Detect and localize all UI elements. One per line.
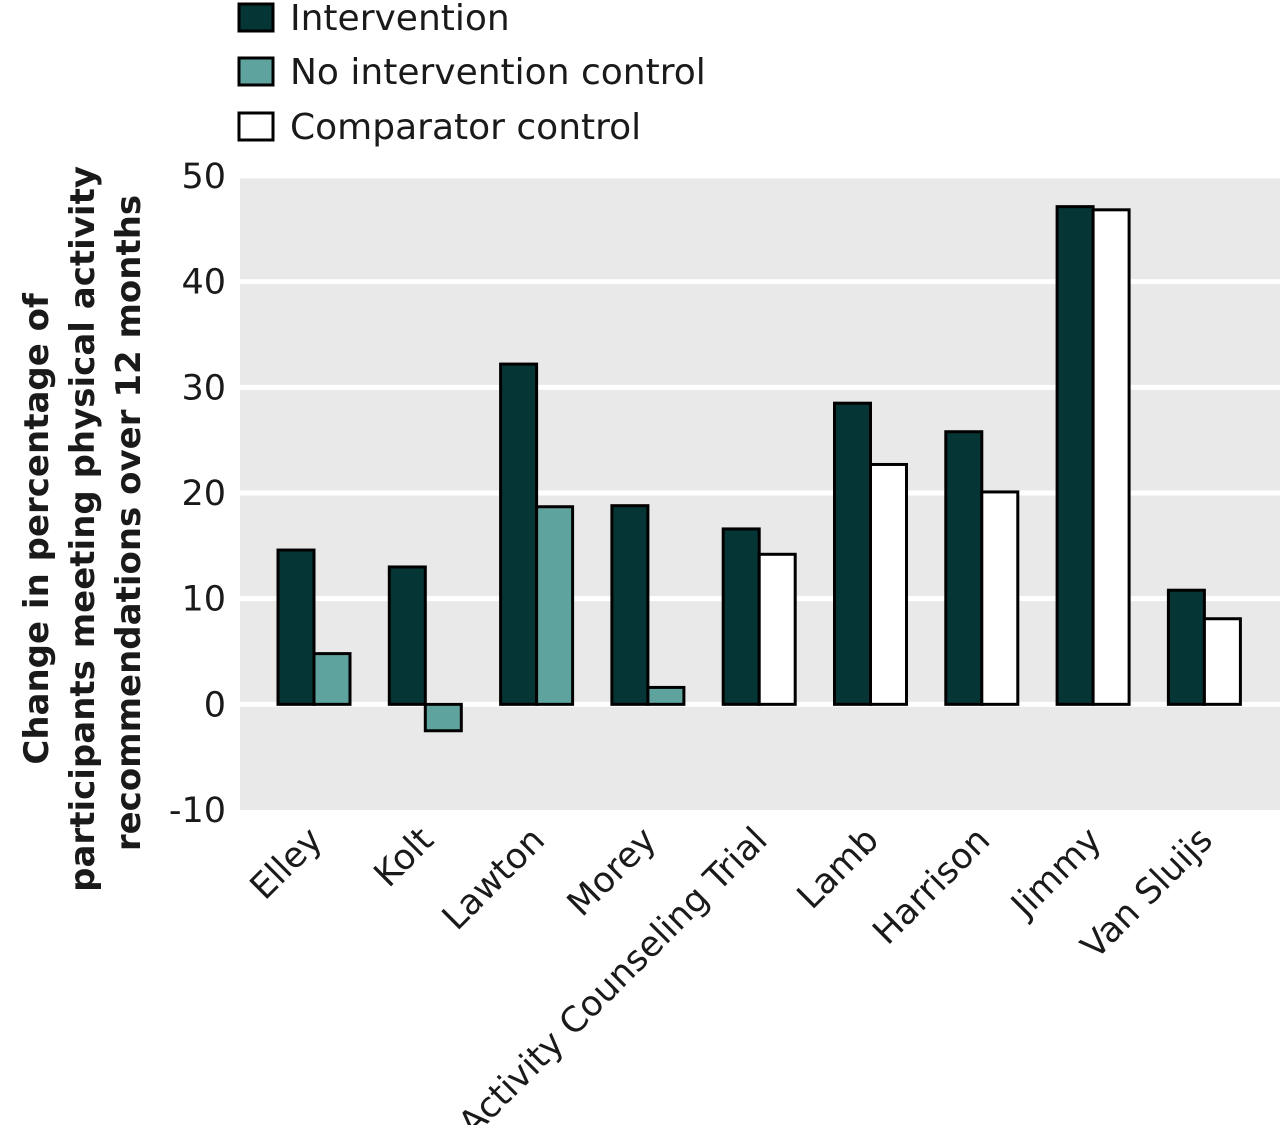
x-category-label: Elley: [243, 820, 331, 908]
legend-label: Comparator control: [290, 107, 641, 148]
legend: Intervention No intervention control Compa…: [237, 0, 706, 148]
y-tick-label: 40: [181, 263, 226, 303]
legend-swatch: [237, 111, 275, 142]
y-tick-label: 10: [181, 580, 226, 620]
y-tick-label: 20: [181, 474, 226, 514]
y-axis-label-line-1: Change in percentage of: [17, 292, 57, 765]
bar-intervention-lawton: [499, 362, 539, 706]
bar-no-intervention-control-morey: [646, 685, 686, 706]
y-axis-label: Change in percentage of participants mee…: [17, 154, 149, 892]
x-category-label: Jimmy: [1003, 820, 1110, 927]
y-tick-label: -10: [169, 791, 226, 831]
bar-intervention-morey: [610, 504, 650, 706]
bar-comparator-control-jimmy: [1091, 208, 1131, 706]
bars: [276, 205, 1242, 733]
x-category-label: Morey: [560, 820, 664, 924]
bar-intervention-kolt: [387, 565, 427, 706]
bar-intervention-harrison: [944, 430, 984, 706]
bar-intervention-jimmy: [1055, 205, 1095, 706]
y-axis-label-line-2: participants meeting physical activity: [63, 166, 103, 892]
bar-intervention-van-sluijs: [1166, 588, 1206, 706]
y-axis-label-line-3: recommendations over 12 months: [109, 195, 149, 851]
bar-intervention-activity-counseling-trial: [721, 527, 761, 706]
legend-label: Intervention: [290, 0, 510, 39]
legend-swatch: [237, 2, 275, 33]
bar-comparator-control-van-sluijs: [1202, 617, 1242, 706]
bar-comparator-control-harrison: [980, 490, 1020, 706]
x-category-label: Lamb: [790, 820, 887, 917]
x-category-label: Harrison: [866, 820, 999, 953]
bar-no-intervention-control-elley: [312, 652, 352, 706]
bar-comparator-control-activity-counseling-trial: [757, 552, 797, 706]
legend-swatch: [237, 56, 275, 87]
bar-no-intervention-control-lawton: [535, 505, 575, 706]
bar-intervention-lamb: [833, 401, 872, 706]
y-tick-label: 50: [181, 157, 226, 197]
y-axis-ticks: -10 0 10 20 30 40 50: [169, 157, 226, 831]
bar-intervention-elley: [276, 548, 316, 706]
bar-no-intervention-control-kolt: [423, 702, 463, 733]
x-category-label: Kolt: [367, 820, 442, 895]
bar-comparator-control-lamb: [869, 462, 908, 706]
legend-label: No intervention control: [290, 52, 706, 93]
y-tick-label: 30: [181, 368, 226, 408]
y-tick-label: 0: [204, 685, 226, 725]
x-category-label: Lawton: [435, 820, 553, 938]
